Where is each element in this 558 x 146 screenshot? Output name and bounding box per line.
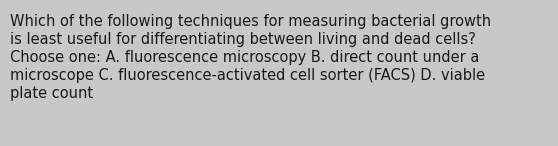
- Text: Which of the following techniques for measuring bacterial growth: Which of the following techniques for me…: [10, 14, 491, 29]
- Text: plate count: plate count: [10, 86, 93, 101]
- Text: microscope C. fluorescence-activated cell sorter (FACS) D. viable: microscope C. fluorescence-activated cel…: [10, 68, 485, 83]
- Text: is least useful for differentiating between living and dead cells?: is least useful for differentiating betw…: [10, 32, 476, 47]
- Text: Choose one: A. fluorescence microscopy B. direct count under a: Choose one: A. fluorescence microscopy B…: [10, 50, 479, 65]
